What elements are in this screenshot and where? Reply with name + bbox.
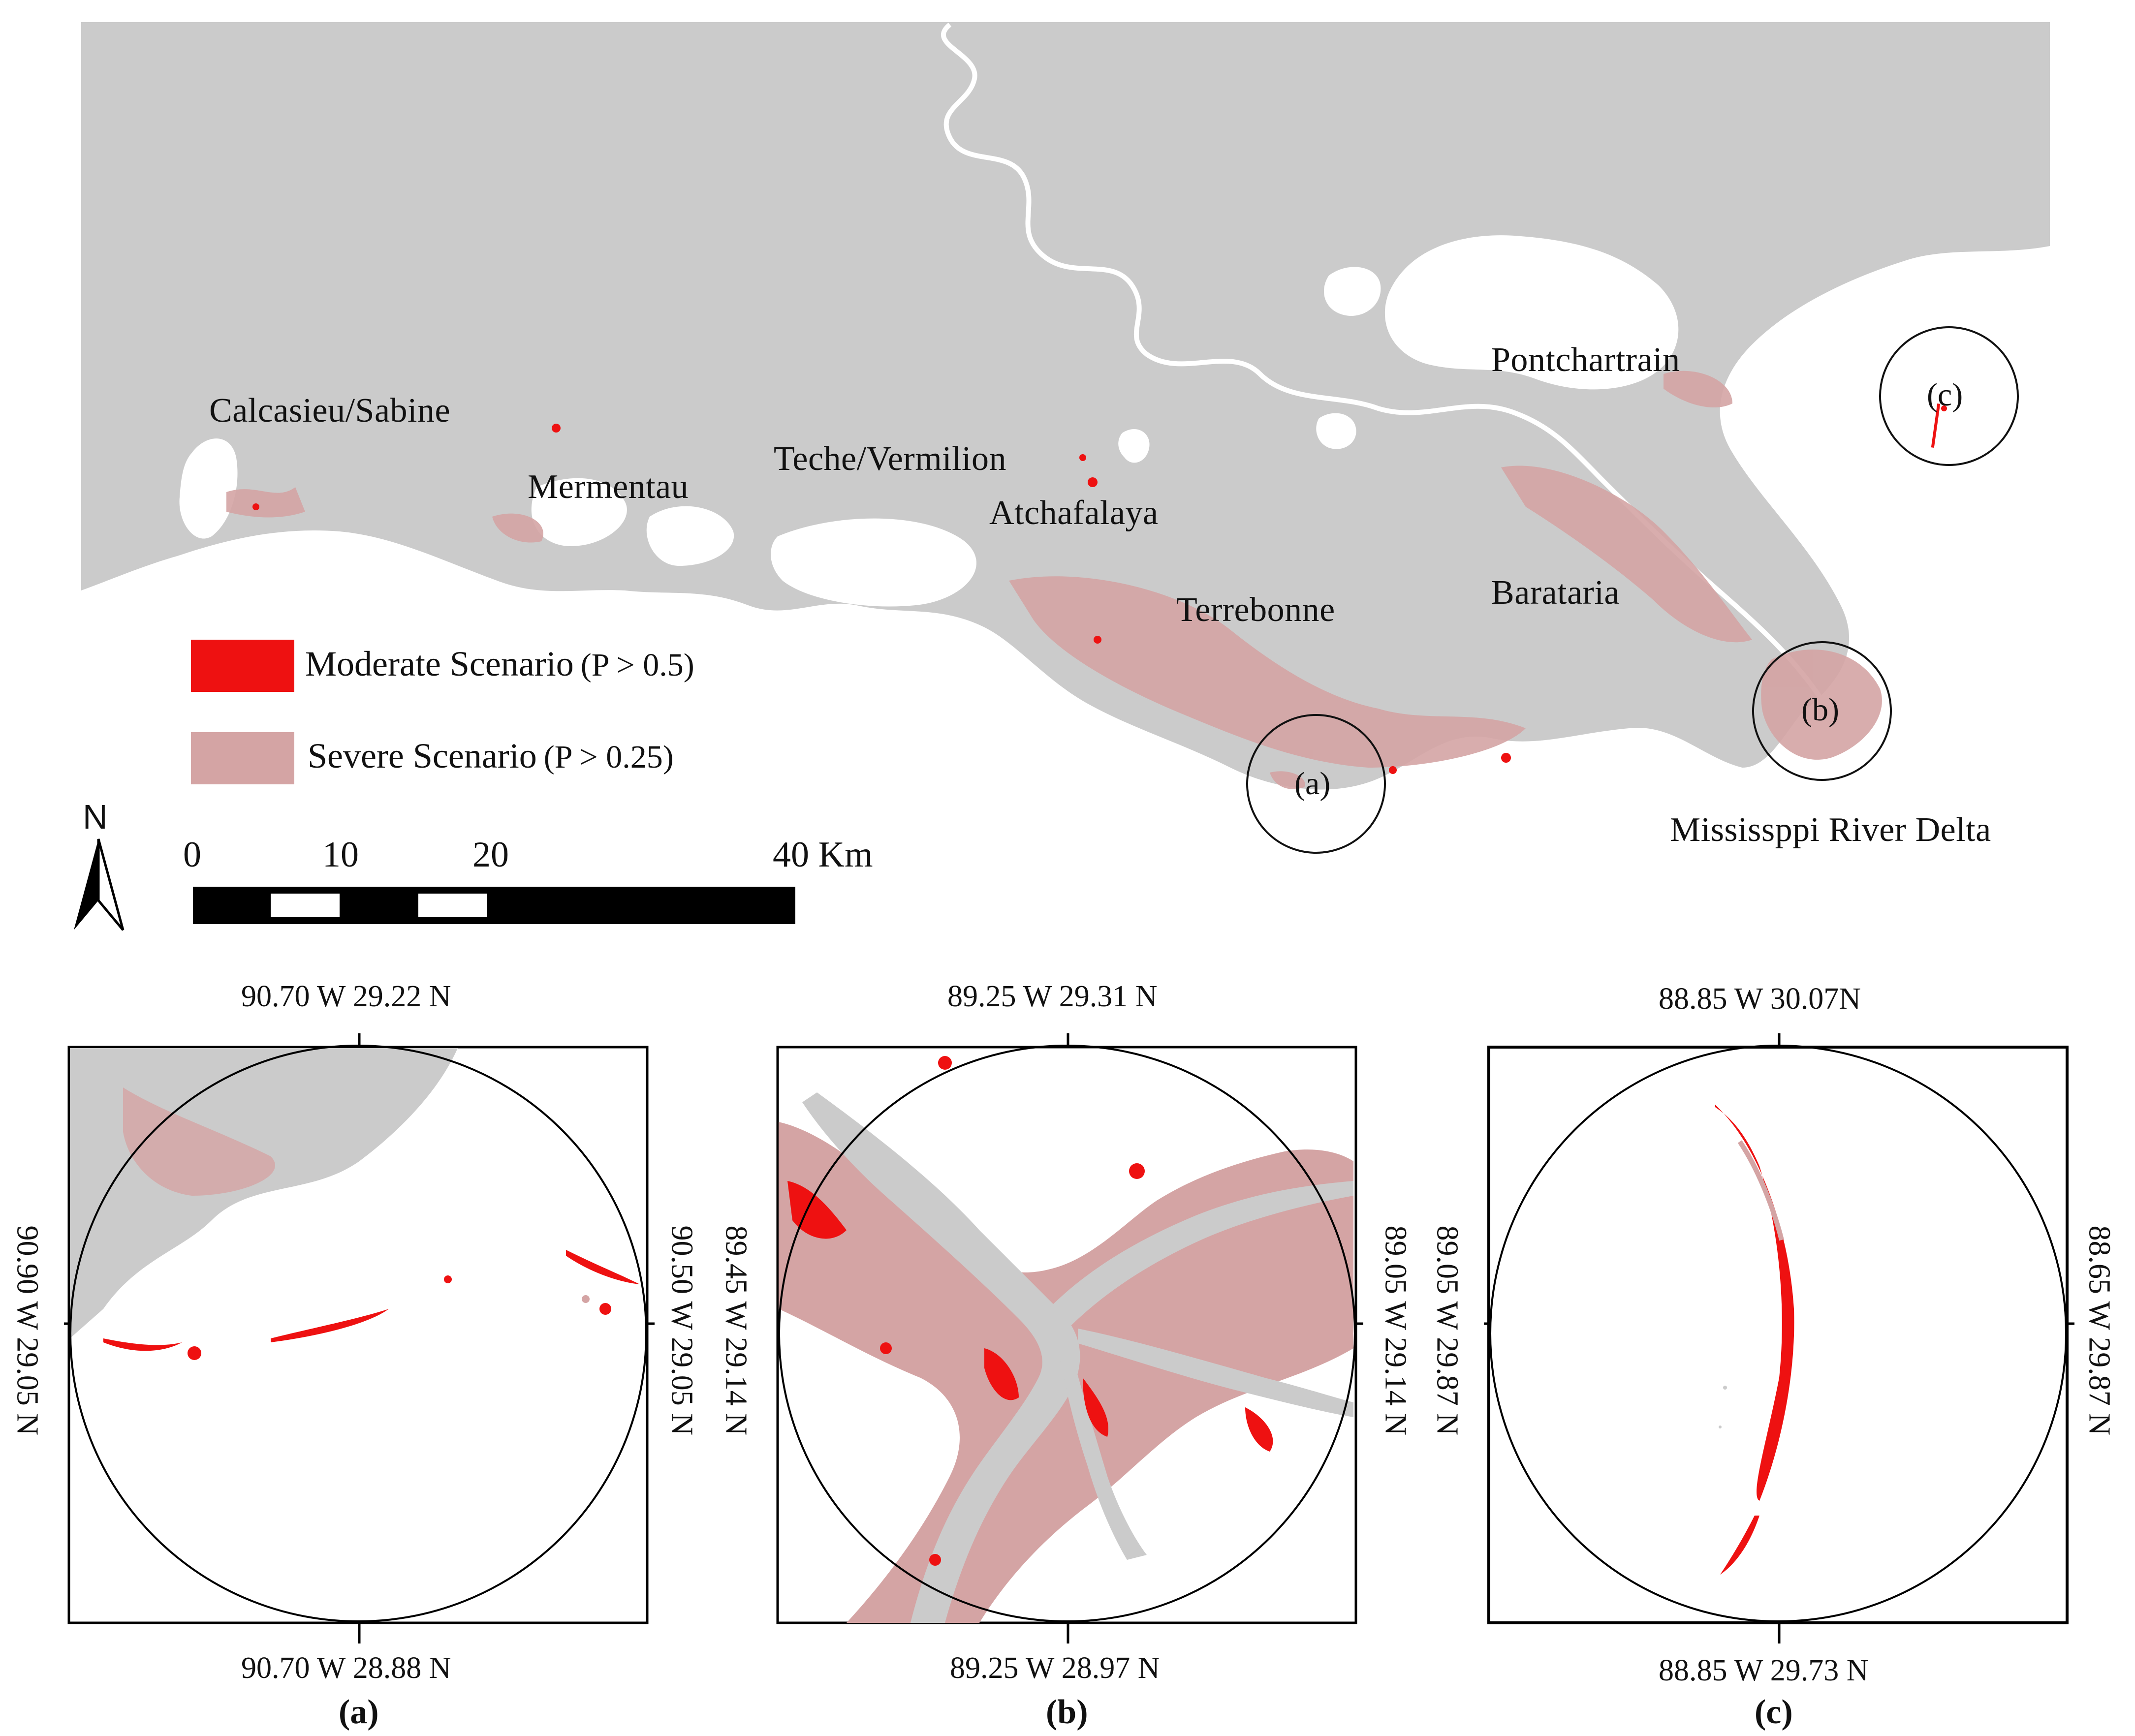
panel-a-circle — [69, 1045, 647, 1622]
scale-tick-10: 10 — [322, 835, 359, 875]
label-pontchartrain: Pontchartrain — [1491, 341, 1680, 379]
lake-salvador — [1316, 413, 1356, 449]
panel-a-moderate-1 — [103, 1338, 182, 1351]
label-terrebonne: Terrebonne — [1176, 591, 1335, 629]
panel-b-bottom-coord: 89.25 W 28.97 N — [950, 1651, 1160, 1685]
panel-c-left-coord: 89.05 W 29.87 N — [1430, 1225, 1464, 1436]
north-label: N — [83, 798, 108, 836]
label-barataria: Barataria — [1491, 574, 1620, 612]
circle-label-a: (a) — [1294, 766, 1331, 802]
panel-b-right-coord: 89.05 W 29.14 N — [1379, 1225, 1413, 1436]
panel-a-moderate-2 — [271, 1309, 389, 1342]
inset-circle-b — [1752, 641, 1892, 781]
circle-label-c: (c) — [1927, 377, 1963, 413]
lake-calcasieu — [179, 438, 238, 539]
panel-b-moderate-4 — [1245, 1407, 1273, 1452]
lake-atch — [1118, 429, 1150, 463]
panel-b-caption: (b) — [1046, 1693, 1088, 1731]
circle-label-b: (b) — [1801, 692, 1839, 728]
label-mississippi-river-delta: Mississppi River Delta — [1670, 811, 1991, 849]
panel-c-circle — [1489, 1045, 2067, 1622]
lake-pontchartrain — [1384, 235, 1679, 390]
lake-maurepas — [1324, 267, 1381, 316]
moderate-overlay — [252, 403, 1947, 774]
panel-b-moderate-2 — [984, 1348, 1019, 1400]
legend-severe-label: Severe Scenario — [308, 736, 537, 775]
panel-a — [64, 1033, 655, 1643]
panel-b-moderate-3 — [1083, 1378, 1108, 1437]
legend-swatch-severe — [191, 732, 294, 784]
panel-a-top-coord: 90.70 W 29.22 N — [241, 980, 451, 1013]
label-atchafalaya: Atchafalaya — [989, 494, 1159, 532]
panel-a-bottom-coord: 90.70 W 28.88 N — [241, 1651, 451, 1685]
panel-a-right-coord: 90.50 W 29.05 N — [665, 1225, 699, 1436]
inset-circle-a — [1246, 714, 1386, 854]
panel-b-circle — [778, 1045, 1356, 1622]
scale-bar — [193, 887, 795, 924]
scale-tick-0: 0 — [183, 835, 201, 875]
land-mass — [81, 22, 2050, 790]
panel-c-moderate-arc — [1715, 1105, 1794, 1501]
legend-moderate-label: Moderate Scenario — [305, 644, 574, 683]
lake-mermentau — [531, 478, 627, 546]
panel-a-caption: (a) — [339, 1693, 379, 1731]
panel-b-top-coord: 89.25 W 29.31 N — [947, 980, 1158, 1013]
scale-tick-40: 40 Km — [773, 835, 873, 875]
label-mermentau: Mermentau — [528, 468, 689, 506]
legend-moderate-threshold: (P > 0.5) — [580, 647, 694, 683]
legend-moderate: Moderate Scenario (P > 0.5) — [305, 644, 694, 684]
panel-c-right-coord: 88.65 W 29.87 N — [2082, 1225, 2116, 1436]
panel-c-top-coord: 88.85 W 30.07N — [1659, 982, 1861, 1016]
legend-severe: Severe Scenario (P > 0.25) — [308, 736, 674, 776]
panel-b-left-coord: 89.45 W 29.14 N — [719, 1225, 753, 1436]
main-map — [81, 22, 2050, 854]
panel-b — [776, 1033, 1363, 1643]
label-teche-vermilion: Teche/Vermilion — [774, 440, 1006, 478]
panel-b-moderate-1 — [787, 1181, 847, 1239]
north-arrow-icon — [74, 838, 125, 931]
panel-c — [1484, 1033, 2074, 1643]
inset-circle-c — [1879, 326, 2019, 466]
panel-a-moderate-3 — [566, 1250, 640, 1284]
label-calcasieu-sabine: Calcasieu/Sabine — [209, 392, 451, 430]
legend-severe-threshold: (P > 0.25) — [543, 739, 674, 775]
panel-c-bottom-coord: 88.85 W 29.73 N — [1659, 1654, 1869, 1687]
lake-vermilion-bay — [771, 518, 976, 607]
panel-a-left-coord: 90.90 W 29.05 N — [10, 1225, 44, 1436]
severe-overlay — [226, 371, 1882, 789]
panel-c-caption: (c) — [1755, 1693, 1793, 1731]
scale-tick-20: 20 — [472, 835, 509, 875]
legend-swatch-moderate — [191, 640, 294, 692]
lake-grand — [646, 506, 734, 566]
